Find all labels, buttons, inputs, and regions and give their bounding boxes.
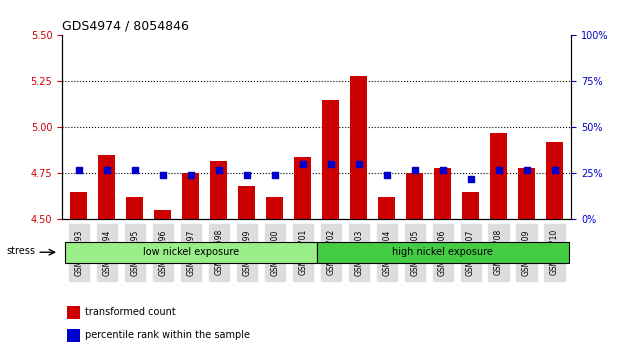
Bar — [406, 173, 423, 219]
Bar — [434, 168, 451, 219]
Bar — [294, 157, 311, 219]
Point — [158, 172, 168, 178]
Bar — [71, 192, 88, 219]
Bar — [350, 76, 367, 219]
Point — [550, 167, 560, 173]
FancyBboxPatch shape — [317, 242, 568, 263]
Point — [382, 172, 392, 178]
Point — [297, 161, 307, 167]
Bar — [155, 210, 171, 219]
Text: stress: stress — [6, 246, 35, 256]
Bar — [67, 306, 80, 319]
Point — [270, 172, 279, 178]
Point — [130, 167, 140, 173]
Bar — [238, 186, 255, 219]
Bar — [211, 161, 227, 219]
Bar — [378, 198, 395, 219]
Bar — [127, 198, 143, 219]
Text: percentile rank within the sample: percentile rank within the sample — [85, 330, 250, 341]
Text: low nickel exposure: low nickel exposure — [143, 247, 239, 257]
Point — [326, 161, 336, 167]
Point — [74, 167, 84, 173]
Bar — [183, 173, 199, 219]
Bar — [322, 100, 339, 219]
FancyBboxPatch shape — [65, 242, 317, 263]
Point — [522, 167, 532, 173]
Point — [410, 167, 420, 173]
Point — [494, 167, 504, 173]
Point — [438, 167, 448, 173]
Point — [466, 176, 476, 182]
Text: high nickel exposure: high nickel exposure — [392, 247, 493, 257]
Bar — [99, 155, 116, 219]
Point — [354, 161, 364, 167]
Bar — [266, 198, 283, 219]
Bar — [462, 192, 479, 219]
Text: transformed count: transformed count — [85, 307, 176, 318]
Point — [242, 172, 252, 178]
Point — [102, 167, 112, 173]
Bar — [67, 329, 80, 342]
Point — [214, 167, 224, 173]
Point — [186, 172, 196, 178]
Bar — [546, 142, 563, 219]
Bar — [518, 168, 535, 219]
Text: GDS4974 / 8054846: GDS4974 / 8054846 — [62, 20, 189, 33]
Bar — [490, 133, 507, 219]
